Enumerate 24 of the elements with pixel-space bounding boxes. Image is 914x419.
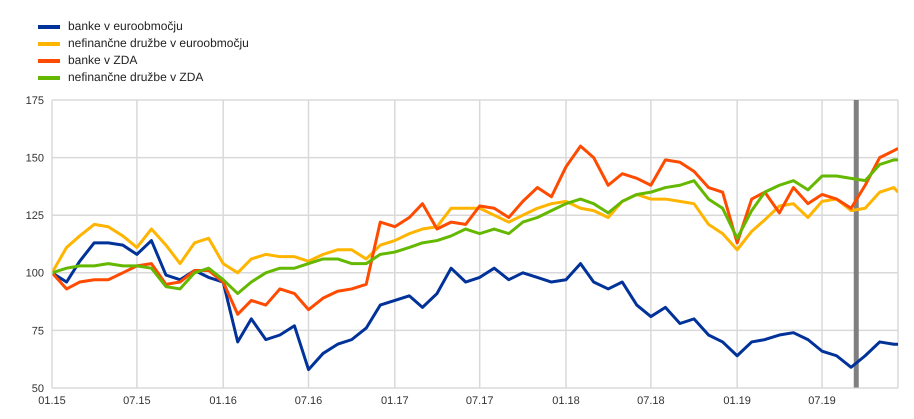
x-tick-label: 01.15 bbox=[38, 394, 66, 407]
x-tick-label: 01.18 bbox=[552, 394, 580, 407]
y-tick-label: 125 bbox=[26, 210, 44, 222]
legend-label: banke v euroobmočju bbox=[68, 18, 183, 35]
y-tick-label: 75 bbox=[32, 325, 44, 338]
x-tick-label: 07.18 bbox=[637, 394, 665, 407]
x-tick-label: 01.16 bbox=[209, 394, 237, 407]
line-series bbox=[52, 186, 898, 274]
y-tick-label: 50 bbox=[32, 382, 44, 395]
x-tick-label: 01.19 bbox=[723, 394, 751, 407]
x-tick-label: 01.17 bbox=[381, 394, 409, 407]
y-tick-label: 175 bbox=[26, 94, 44, 107]
legend-label: nefinančne družbe v ZDA bbox=[68, 69, 204, 86]
x-tick-label: 07.17 bbox=[466, 394, 494, 407]
line-series bbox=[52, 144, 898, 316]
x-tick-label: 07.16 bbox=[294, 394, 322, 407]
legend-label: banke v ZDA bbox=[68, 52, 138, 69]
x-tick-label: 07.15 bbox=[123, 394, 151, 407]
legend-label: nefinančne družbe v euroobmočju bbox=[68, 35, 249, 52]
line-series bbox=[52, 158, 898, 296]
line-series bbox=[52, 239, 898, 372]
y-tick-label: 100 bbox=[26, 268, 44, 280]
x-tick-label: 07.19 bbox=[808, 394, 836, 407]
y-tick-label: 150 bbox=[26, 152, 44, 165]
